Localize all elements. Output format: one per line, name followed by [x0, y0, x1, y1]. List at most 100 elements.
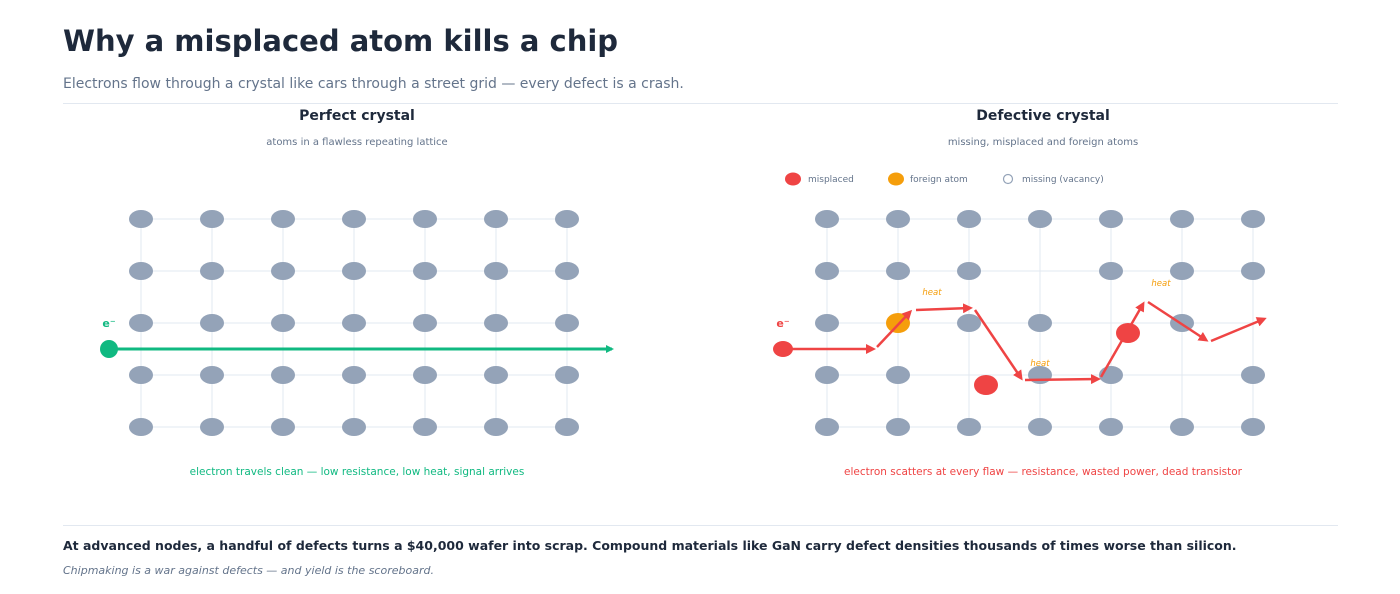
lattice-atom [1241, 210, 1265, 228]
lattice-atom [886, 366, 910, 384]
lattice-atom [413, 210, 437, 228]
footer-divider [63, 525, 1338, 526]
lattice-atom [342, 210, 366, 228]
lattice-atom [413, 366, 437, 384]
footer-note-text: Chipmaking is a war against defects — an… [63, 564, 434, 577]
lattice-atom [1028, 418, 1052, 436]
lattice-atom [484, 418, 508, 436]
lattice-atom [815, 418, 839, 436]
lattice-atom [484, 314, 508, 332]
lattice-atom [1028, 314, 1052, 332]
lattice-atom [1241, 366, 1265, 384]
electron-label-scattered: e⁻ [776, 317, 789, 330]
defective-crystal-panel: Defective crystal missing, misplaced and… [773, 108, 1267, 478]
lattice-atom [200, 418, 224, 436]
legend-misplaced-swatch [785, 172, 801, 186]
lattice-atom [200, 366, 224, 384]
footer-main-text: At advanced nodes, a handful of defects … [63, 538, 1237, 553]
lattice-atom [815, 366, 839, 384]
lattice-atom [555, 262, 579, 280]
perfect-crystal-panel: Perfect crystal atoms in a flawless repe… [100, 108, 614, 478]
lattice-atom [129, 262, 153, 280]
lattice-atom [271, 210, 295, 228]
lattice-atom [957, 418, 981, 436]
lattice-atom [886, 210, 910, 228]
misplaced-atom [974, 375, 998, 395]
heat-label: heat [1151, 279, 1171, 289]
legend-missing-label: missing (vacancy) [1022, 175, 1104, 185]
scatter-segment [1024, 374, 1101, 385]
lattice-atom [271, 314, 295, 332]
legend-misplaced-label: misplaced [808, 175, 854, 185]
electron-label-clean: e⁻ [102, 317, 115, 330]
header-divider [63, 103, 1338, 104]
lattice-atom [342, 366, 366, 384]
scatter-segment [1099, 301, 1145, 378]
lattice-atom [815, 314, 839, 332]
defective-panel-heading: Defective crystal [976, 108, 1110, 124]
lattice-atom [271, 366, 295, 384]
lattice-atom [271, 418, 295, 436]
scatter-segment [1210, 317, 1267, 343]
lattice-atom [957, 314, 981, 332]
lattice-atom [1170, 262, 1194, 280]
scatter-segment [973, 309, 1023, 381]
lattice-atom [555, 418, 579, 436]
lattice-atom [271, 262, 295, 280]
page-title: Why a misplaced atom kills a chip [63, 24, 619, 58]
lattice-atom [1170, 418, 1194, 436]
lattice-atom [555, 366, 579, 384]
perfect-lattice-atoms [129, 210, 579, 436]
lattice-atom [1099, 262, 1123, 280]
legend-foreign-label: foreign atom [910, 175, 968, 185]
scatter-segment [1147, 300, 1209, 342]
lattice-atom [342, 262, 366, 280]
perfect-panel-heading: Perfect crystal [299, 108, 415, 124]
lattice-atom [200, 210, 224, 228]
defective-lattice-atoms [815, 210, 1265, 436]
lattice-atom [1241, 418, 1265, 436]
lattice-atom [1170, 210, 1194, 228]
electron-path-scattered [783, 300, 1267, 385]
perfect-panel-caption: atoms in a flawless repeating lattice [266, 137, 447, 148]
legend-foreign-swatch [888, 172, 904, 186]
legend-missing-swatch [1002, 173, 1014, 185]
defect-legend: misplaced foreign atom missing (vacancy) [785, 172, 1104, 186]
lattice-atom [815, 210, 839, 228]
heat-label: heat [922, 288, 942, 298]
lattice-atom [1028, 210, 1052, 228]
crystal-diagram: Perfect crystal atoms in a flawless repe… [100, 108, 1267, 478]
lattice-atom [886, 262, 910, 280]
electron-dot-clean [100, 340, 118, 358]
page-subtitle: Electrons flow through a crystal like ca… [63, 76, 684, 92]
lattice-atom [413, 418, 437, 436]
lattice-atom [1241, 262, 1265, 280]
lattice-atom [200, 314, 224, 332]
lattice-atom [957, 210, 981, 228]
perfect-result-text: electron travels clean — low resistance,… [190, 466, 525, 478]
lattice-atom [129, 366, 153, 384]
lattice-atom [1099, 418, 1123, 436]
lattice-atom [1099, 210, 1123, 228]
lattice-atom [484, 210, 508, 228]
defective-panel-caption: missing, misplaced and foreign atoms [948, 137, 1138, 148]
lattice-atom [129, 418, 153, 436]
lattice-atom [342, 418, 366, 436]
lattice-atom [413, 314, 437, 332]
lattice-atom [200, 262, 224, 280]
lattice-atom [957, 262, 981, 280]
lattice-atom [484, 366, 508, 384]
electron-dot-scattered [773, 341, 793, 357]
lattice-atom [484, 262, 508, 280]
lattice-atom [815, 262, 839, 280]
scatter-segment [915, 303, 973, 314]
lattice-atom [555, 210, 579, 228]
lattice-atom [342, 314, 366, 332]
lattice-atom [555, 314, 579, 332]
lattice-atom [413, 262, 437, 280]
lattice-atom [129, 210, 153, 228]
lattice-atom [129, 314, 153, 332]
defective-result-text: electron scatters at every flaw — resist… [844, 466, 1243, 478]
scatter-segment [876, 309, 913, 348]
lattice-atom [886, 418, 910, 436]
